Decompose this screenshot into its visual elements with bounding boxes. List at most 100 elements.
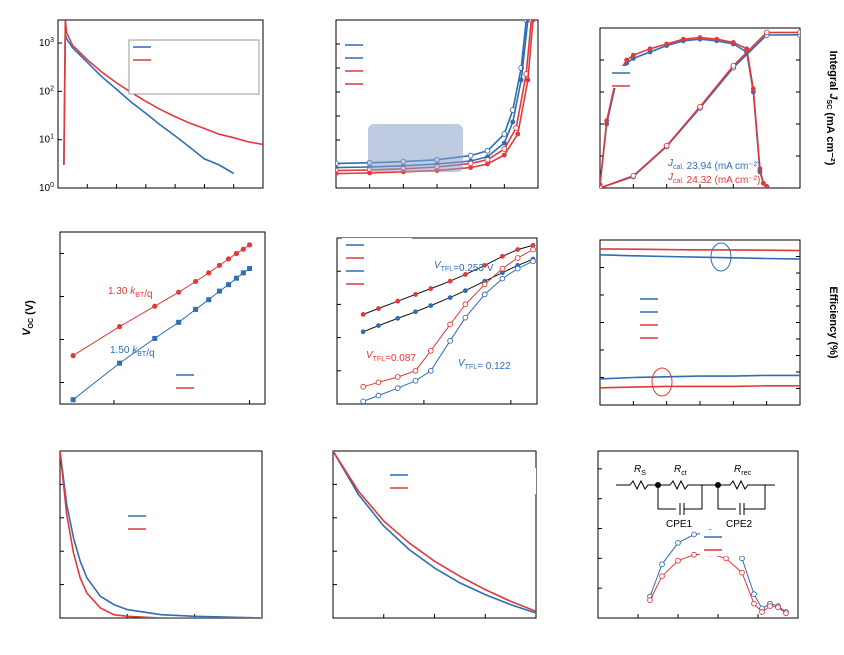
series-line [72, 244, 250, 357]
legend-box [124, 509, 244, 535]
data-point [152, 335, 158, 341]
legend-a [128, 39, 260, 95]
data-point [193, 306, 199, 312]
data-point [240, 270, 246, 276]
data-point [630, 52, 636, 58]
data-point [467, 152, 474, 159]
data-point [152, 303, 158, 309]
series-line [600, 248, 800, 252]
annotation: VTFL= 0.122 [458, 358, 511, 372]
data-point [723, 555, 729, 562]
circuit-label: Rrec [734, 464, 751, 477]
series-line [63, 20, 263, 165]
series-line [336, 20, 534, 175]
plot-area-f [600, 248, 800, 389]
data-point [485, 161, 490, 167]
legend-c [608, 66, 674, 88]
data-point [481, 291, 488, 298]
data-point [375, 379, 382, 386]
legend-i [700, 530, 760, 556]
data-point [750, 86, 756, 92]
data-point [447, 337, 453, 344]
data-point [216, 262, 223, 268]
data-point [412, 377, 419, 384]
annotation: Jcal. 23.94 (mA cm⁻²) [667, 158, 760, 172]
data-point [647, 597, 653, 603]
data-point [751, 591, 757, 597]
y-tick-label: 101 [39, 134, 54, 146]
plot-frame-d [59, 231, 266, 405]
data-point [412, 367, 419, 374]
data-point [763, 29, 770, 36]
data-point [462, 314, 469, 321]
data-point [482, 262, 488, 268]
data-point [647, 46, 653, 52]
data-point [730, 62, 737, 69]
data-point [462, 301, 469, 308]
data-point [394, 385, 401, 392]
panel-i [597, 450, 799, 619]
plot-area-e [360, 242, 536, 404]
data-point [394, 374, 401, 380]
data-point [360, 398, 367, 404]
data-point [600, 185, 603, 188]
data-point [336, 160, 339, 167]
panel-f: Efficiency (%) [599, 239, 839, 406]
plot-area-h [333, 451, 536, 614]
data-point [427, 347, 434, 354]
data-point [510, 119, 516, 125]
device-photo-inset [368, 124, 463, 172]
data-point [739, 555, 745, 562]
data-point [428, 303, 434, 309]
data-point [246, 242, 253, 248]
data-point [530, 258, 536, 265]
series-line [60, 451, 262, 618]
data-point [484, 156, 491, 163]
data-point [447, 321, 453, 328]
data-point [117, 360, 123, 366]
data-point [691, 531, 697, 538]
data-point [468, 165, 474, 171]
circuit-label: RS [634, 464, 646, 477]
annotation: VTFL=0.087 [366, 350, 416, 364]
data-point [759, 609, 765, 615]
data-point [659, 561, 665, 568]
cpe2-branch [717, 485, 766, 515]
plot-area-a [63, 20, 263, 175]
data-point [427, 367, 434, 374]
data-point [739, 569, 745, 576]
circuit-label: CPE2 [726, 519, 753, 530]
panel-e [336, 237, 538, 405]
panel-a: 100 101 102 103 [39, 19, 264, 194]
plot-area-g [60, 451, 262, 618]
data-point [467, 160, 474, 167]
legend-box [386, 468, 536, 494]
y-tick-label: 100 [39, 182, 54, 194]
data-point [659, 573, 665, 580]
data-point [447, 295, 453, 301]
data-point [225, 256, 232, 262]
data-point [530, 246, 536, 253]
data-point [376, 323, 381, 328]
data-point [70, 353, 76, 359]
data-point [447, 278, 453, 284]
data-point [501, 152, 507, 158]
data-point [499, 265, 506, 272]
data-point [481, 281, 488, 288]
data-point [697, 35, 703, 40]
data-point [413, 292, 418, 297]
data-point [247, 266, 253, 272]
data-point [525, 77, 531, 83]
data-point [714, 36, 720, 42]
data-point [663, 142, 670, 149]
annotation: 1.50 kBT/q [110, 345, 155, 359]
data-point [797, 29, 800, 36]
data-point [604, 118, 610, 124]
legend-box [636, 292, 756, 352]
circuit-wire [616, 479, 775, 491]
legend-b [341, 38, 481, 98]
data-point [764, 184, 770, 188]
data-point [515, 247, 521, 252]
data-point [176, 289, 182, 295]
